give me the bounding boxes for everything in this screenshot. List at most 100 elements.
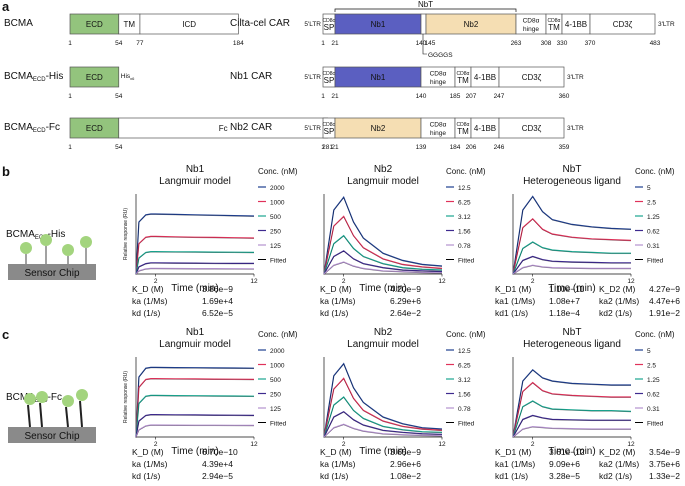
legend-entry: Fitted [270, 421, 287, 428]
kinetic-param: ka2 (1/Ms) [599, 459, 639, 469]
legend-entry: 2000 [270, 348, 285, 355]
fit-1000 [135, 236, 255, 275]
kinetic-param: ka2 (1/Ms) [599, 296, 639, 306]
legend-title: Conc. (nM) [446, 167, 486, 176]
car-segment-label: Nb2 [464, 20, 479, 29]
x-axis-label: Time (min) [171, 283, 218, 294]
car-segment-label: SP [324, 127, 335, 136]
car-tick: 207 [466, 93, 477, 100]
x-axis-label: Time (min) [548, 283, 595, 294]
legend-title: Conc. (nM) [258, 330, 298, 339]
series-2.5 [512, 217, 632, 275]
x-tick-label: 2 [342, 441, 346, 448]
kinetic-param: ka (1/Ms) [132, 296, 168, 306]
car-name: Nb2 CAR [230, 122, 272, 133]
car-tick: 359 [559, 144, 570, 151]
kinetic-value: 6.29e+6 [390, 296, 421, 306]
x-tick-label: 2 [531, 441, 535, 448]
car-tick: 140 [416, 40, 427, 47]
car-segment-label: TM [548, 23, 560, 32]
kinetic-value: 2.64e−2 [390, 308, 421, 318]
legend-entry: 2000 [270, 185, 285, 192]
kinetic-value: 1.08e−2 [390, 471, 421, 481]
series-250 [135, 414, 255, 438]
car-tick: 140 [416, 93, 427, 100]
fit-12.5 [323, 197, 443, 275]
fit-1.25 [512, 242, 631, 275]
car-tick: 145 [425, 40, 436, 47]
chart-title: NbT [563, 327, 582, 338]
residue-tick: 54 [115, 144, 123, 151]
legend-entry: 1.25 [647, 377, 660, 384]
car-tick: 184 [450, 144, 461, 151]
ltr5: 5'LTR [304, 125, 321, 132]
residue-tick: 1 [68, 40, 72, 47]
series-3.12 [323, 234, 443, 275]
fit-0.78 [323, 424, 443, 438]
residue-tick: 184 [233, 40, 244, 47]
kinetic-param: K_D (M) [132, 284, 164, 294]
car-segment-label: CD8α [457, 71, 470, 77]
fit-500 [135, 252, 255, 275]
chart-title: Nb1 [186, 164, 205, 175]
fit-1.25 [512, 401, 632, 438]
fc-arm [65, 406, 69, 428]
kinetic-value: 4.20e−9 [390, 284, 421, 294]
kinetic-value: 1.69e+4 [202, 296, 233, 306]
legend-entry: 12.5 [458, 185, 471, 192]
kinetic-param: kd (1/s) [132, 471, 161, 481]
series-2000 [135, 366, 255, 438]
bcma-protein [80, 236, 92, 248]
series-1000 [135, 235, 255, 275]
kinetic-param: K_D (M) [320, 284, 352, 294]
car-tick: 360 [559, 93, 570, 100]
car-segment-label: CD8α [548, 18, 561, 24]
car-tick: 21 [331, 144, 339, 151]
x-tick-label: 2 [342, 278, 346, 285]
x-axis-label: Time (min) [359, 283, 406, 294]
kinetic-param: K_D (M) [132, 447, 164, 457]
fit-125 [135, 425, 255, 438]
series-1.25 [512, 241, 631, 275]
legend-entry: Fitted [458, 258, 475, 265]
fit-5 [512, 196, 632, 275]
series-125 [135, 424, 255, 438]
car-segment-label: hinge [430, 79, 446, 86]
kinetic-value: 1.91e−2 [649, 308, 680, 318]
legend-entry: 3.12 [458, 214, 471, 221]
legend-entry: 0.78 [458, 243, 471, 250]
car-segment-label: 4-1BB [474, 73, 496, 82]
legend-entry: 250 [270, 229, 281, 236]
kinetic-value: 1.10e−11 [549, 284, 584, 294]
kinetic-value: 6.52e−5 [202, 308, 233, 318]
ltr5: 5'LTR [304, 21, 321, 28]
car-segment-label: 4-1BB [565, 20, 587, 29]
kinetic-value: 1.33e−2 [649, 471, 680, 481]
his-tag: Hisx6 [121, 73, 135, 81]
series-0.31 [512, 264, 631, 275]
legend-entry: 2.5 [647, 363, 656, 370]
fit-250 [135, 263, 254, 275]
car-tick: 247 [494, 93, 505, 100]
car-segment [498, 117, 565, 139]
car-tick: 1 [321, 93, 325, 100]
legend-entry: 2.5 [647, 200, 656, 207]
car-tick: 185 [450, 93, 461, 100]
fit-0.31 [512, 426, 631, 438]
domain-label: ECD [86, 124, 103, 133]
legend-entry: 12.5 [458, 348, 471, 355]
legend-entry: 500 [270, 214, 281, 221]
fit-125 [135, 268, 255, 275]
kinetic-param: ka1 (1/Ms) [495, 296, 535, 306]
car-segment-label: CD8α [430, 122, 447, 129]
fit-3.12 [323, 397, 443, 438]
legend-entry: 1.25 [647, 214, 660, 221]
series-6.25 [323, 215, 443, 275]
kinetic-param: ka (1/Ms) [320, 459, 356, 469]
series-500 [135, 251, 255, 275]
panel-label-a: a [2, 0, 10, 14]
car-segment [498, 66, 565, 88]
car-segment-label: CD8α [323, 122, 336, 128]
